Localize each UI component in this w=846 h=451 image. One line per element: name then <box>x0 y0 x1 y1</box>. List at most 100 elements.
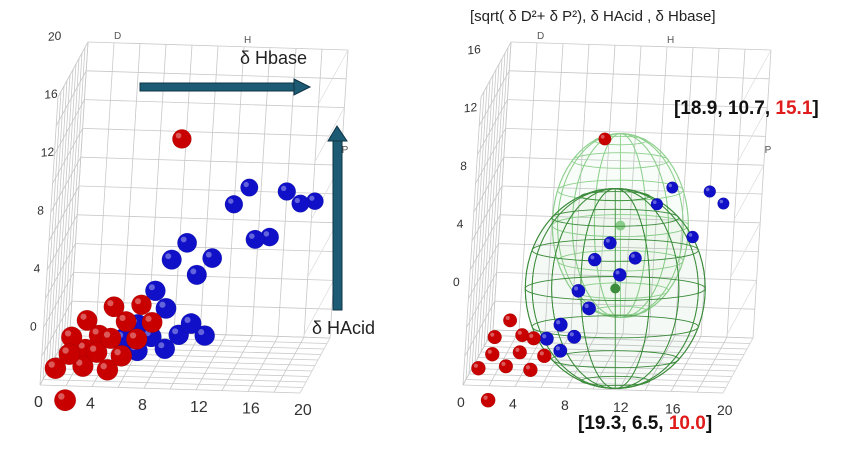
hacid-arrow <box>327 125 348 311</box>
point-highlight <box>483 395 488 400</box>
point-highlight <box>78 342 85 349</box>
red-point <box>523 362 538 378</box>
point-highlight <box>542 334 547 339</box>
grid-line <box>492 41 512 331</box>
tick-label-h: 8 <box>37 203 44 218</box>
red-point <box>172 129 192 149</box>
tick-label-h: 4 <box>34 261 41 276</box>
grid-line <box>303 280 334 336</box>
tick-label-h: 0 <box>30 319 37 334</box>
sphere-top-coordinates: [18.9, 10.7, 15.1] <box>674 98 819 119</box>
tick-label-h: 4 <box>457 217 464 232</box>
grid-line <box>80 156 341 166</box>
grid-line <box>509 70 770 80</box>
red-point <box>96 358 119 381</box>
point-highlight <box>263 231 270 237</box>
blue-point <box>717 197 730 210</box>
sphere-bottom-d: 19.3 <box>584 413 622 434</box>
red-point <box>598 132 612 146</box>
tick-label-d: 20 <box>717 402 733 418</box>
point-highlight <box>584 303 589 309</box>
red-point <box>503 313 518 328</box>
blue-point <box>186 264 207 286</box>
hacid-axis-annotation: δ HAcid <box>312 318 376 338</box>
red-point <box>110 344 133 367</box>
grid-line <box>492 329 754 339</box>
sphere-top-d: 18.9 <box>680 98 718 119</box>
tick-label-d: 4 <box>86 396 95 413</box>
point-highlight <box>243 181 249 188</box>
grid-line <box>752 49 772 339</box>
grid-line <box>486 52 506 342</box>
tick-label-h: 12 <box>464 100 478 115</box>
grid-line <box>507 99 768 108</box>
grid-line <box>87 41 349 51</box>
grid-line <box>510 41 772 51</box>
point-highlight <box>107 300 114 307</box>
sphere-top-hbase: 15.1 <box>775 98 813 119</box>
grid-line <box>55 70 87 126</box>
point-highlight <box>555 346 560 351</box>
sphere-top-hacid: 10.7 <box>727 98 765 119</box>
point-highlight <box>487 349 492 354</box>
blue-point <box>202 248 223 269</box>
right-grid <box>462 41 772 394</box>
tick-label-h: 16 <box>44 87 58 102</box>
sphere-bottom-open: [ <box>578 413 585 434</box>
grid-line <box>66 47 86 336</box>
point-highlight <box>58 393 65 400</box>
grid-line <box>729 222 761 278</box>
grid-line <box>195 334 227 390</box>
red-point <box>58 343 81 366</box>
point-highlight <box>180 236 187 243</box>
grid-line <box>57 41 89 98</box>
point-highlight <box>630 253 635 258</box>
hbase-arrow <box>139 78 312 96</box>
grid-line <box>503 156 764 166</box>
red-point <box>498 359 514 374</box>
grid-line <box>473 157 505 213</box>
grid-line <box>670 336 702 392</box>
point-highlight <box>501 361 506 366</box>
point-highlight <box>525 365 531 370</box>
grid-line <box>57 63 77 353</box>
point-highlight <box>129 332 137 339</box>
red-point <box>86 341 108 363</box>
point-highlight <box>556 320 561 325</box>
point-highlight <box>473 363 479 368</box>
tick-label-d: 12 <box>190 399 208 416</box>
point-highlight <box>615 270 620 275</box>
grid-line <box>251 47 271 336</box>
grid-line <box>505 128 766 137</box>
blue-point <box>571 283 586 298</box>
point-highlight <box>653 200 657 204</box>
sphere-bottom-close: ] <box>705 413 713 434</box>
grid-line <box>306 222 338 278</box>
blue-point <box>567 329 582 344</box>
grid-line <box>480 63 500 353</box>
sphere-top-close: ] <box>812 98 819 119</box>
grid-line <box>737 107 768 163</box>
point-highlight <box>165 253 172 260</box>
grid-line <box>82 128 343 137</box>
tick-label-h: 12 <box>41 145 55 160</box>
sphere-top-open: [ <box>674 98 681 119</box>
blue-point <box>245 229 265 250</box>
hbase-axis-annotation: δ Hbase <box>240 48 308 68</box>
red-point <box>54 389 77 412</box>
blue-point <box>603 236 617 250</box>
point-highlight <box>159 301 166 308</box>
blue-point <box>161 249 182 270</box>
tick-label-h: 8 <box>460 159 467 174</box>
red-point <box>103 296 125 318</box>
point-highlight <box>148 284 155 291</box>
point-highlight <box>198 329 205 336</box>
grid-line <box>740 49 772 106</box>
point-highlight <box>184 316 191 324</box>
grid-line <box>54 99 85 155</box>
blue-point <box>581 301 597 316</box>
point-highlight <box>205 251 212 258</box>
